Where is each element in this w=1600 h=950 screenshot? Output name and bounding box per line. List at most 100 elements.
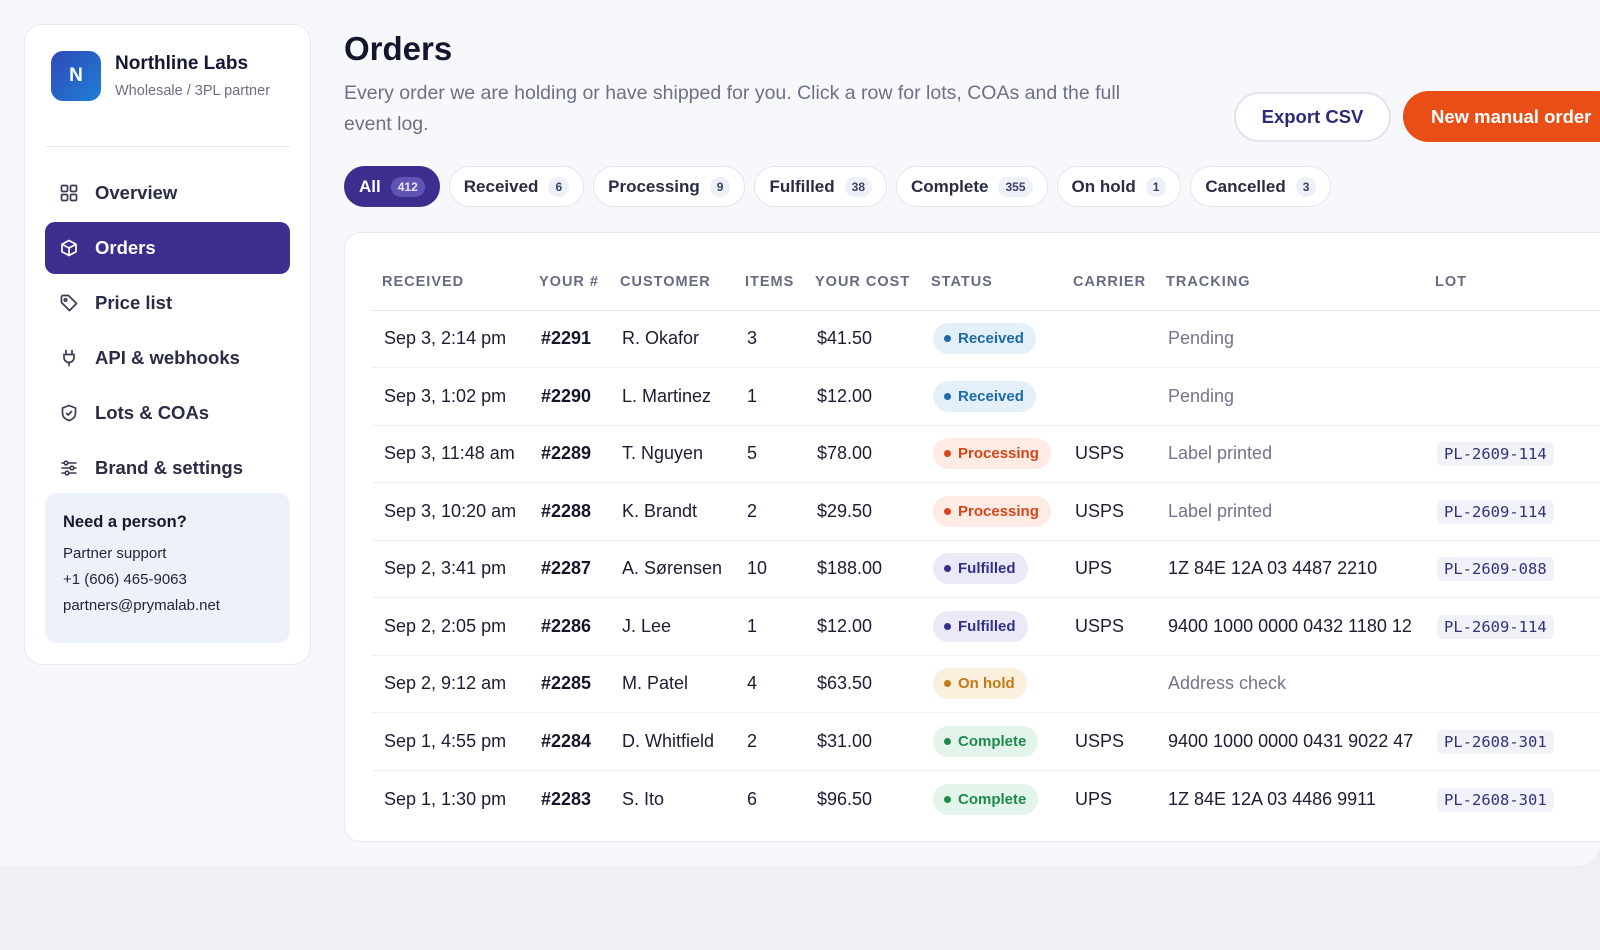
filter-chip-fulfilled[interactable]: Fulfilled 38 xyxy=(754,166,887,207)
cell-order-number: #2291 xyxy=(529,310,610,368)
status-dot-icon xyxy=(944,335,951,343)
table-row[interactable]: Sep 3, 2:14 pm #2291 R. Okafor 3 $41.50 Recei… xyxy=(372,310,1600,368)
brand-subtitle: Wholesale / 3PL partner xyxy=(115,83,271,99)
grid-icon xyxy=(59,183,79,203)
table-row[interactable]: Sep 1, 1:30 pm #2283 S. Ito 6 $96.50 Complete… xyxy=(372,770,1600,828)
cell-lot xyxy=(1425,655,1600,713)
table-row[interactable]: Sep 1, 4:55 pm #2284 D. Whitfield 2 $31.00 Co… xyxy=(372,712,1600,771)
cell-cost: $78.00 xyxy=(805,425,921,483)
filter-chip-cancelled[interactable]: Cancelled 3 xyxy=(1190,166,1332,207)
filter-chip-label: Cancelled xyxy=(1205,176,1286,196)
cell-order-number: #2288 xyxy=(529,482,610,541)
lot-code[interactable]: PL-2609-088 xyxy=(1437,557,1554,582)
cell-tracking: 1Z 84E 12A 03 4486 9911 xyxy=(1168,788,1376,809)
cell-received: Sep 2, 3:41 pm xyxy=(372,540,529,598)
column-header-carrier[interactable]: CARRIER xyxy=(1063,254,1156,311)
status-badge: Received xyxy=(933,323,1036,355)
column-header-your-number[interactable]: YOUR # xyxy=(529,254,610,311)
cell-received: Sep 3, 10:20 am xyxy=(372,482,529,541)
cell-cost: $63.50 xyxy=(805,655,921,713)
cell-cost: $188.00 xyxy=(805,540,921,598)
table-row[interactable]: Sep 2, 2:05 pm #2286 J. Lee 1 $12.00 Fulfille… xyxy=(372,597,1600,656)
lot-code[interactable]: PL-2609-114 xyxy=(1437,442,1554,467)
status-dot-icon xyxy=(944,622,951,630)
cell-lot: PL-2609-088 xyxy=(1425,540,1600,598)
cell-status: Received xyxy=(921,367,1063,426)
column-header-customer[interactable]: CUSTOMER xyxy=(610,254,735,311)
cell-carrier: USPS xyxy=(1063,482,1156,541)
filter-chip-label: All xyxy=(359,176,381,196)
new-manual-order-button[interactable]: New manual order xyxy=(1403,91,1600,142)
sidebar-item-api[interactable]: API & webhooks xyxy=(45,332,290,384)
filter-chip-count: 9 xyxy=(709,176,731,197)
cell-status: Complete xyxy=(921,770,1063,828)
column-header-tracking[interactable]: TRACKING xyxy=(1156,254,1425,311)
cell-lot xyxy=(1425,367,1600,426)
cell-order-number: #2285 xyxy=(529,655,610,713)
status-label: Complete xyxy=(958,790,1027,808)
sidebar-item-brand-settings[interactable]: Brand & settings xyxy=(45,442,290,494)
column-header-items[interactable]: ITEMS xyxy=(735,254,805,311)
help-label: Partner support xyxy=(63,545,167,562)
cell-customer: K. Brandt xyxy=(610,482,735,541)
sidebar-item-label: Overview xyxy=(95,182,178,203)
sidebar-item-lots[interactable]: Lots & COAs xyxy=(45,387,290,439)
sidebar-item-label: Price list xyxy=(95,292,173,313)
status-label: Fulfilled xyxy=(958,617,1016,635)
cell-customer: J. Lee xyxy=(610,597,735,656)
table-row[interactable]: Sep 3, 11:48 am #2289 T. Nguyen 5 $78.00 Proc… xyxy=(372,425,1600,483)
column-header-cost[interactable]: YOUR COST xyxy=(805,254,921,311)
table-row[interactable]: Sep 3, 1:02 pm #2290 L. Martinez 1 $12.00 Rec… xyxy=(372,367,1600,426)
cell-status: Fulfilled xyxy=(921,540,1063,598)
cell-customer: M. Patel xyxy=(610,655,735,713)
sidebar-divider xyxy=(45,146,290,147)
sliders-icon xyxy=(59,458,79,478)
filter-chip-label: Fulfilled xyxy=(769,176,835,196)
status-badge: Fulfilled xyxy=(933,553,1028,585)
help-email[interactable]: partners@prymalab.net xyxy=(63,597,220,614)
column-header-received[interactable]: RECEIVED xyxy=(372,254,529,311)
cell-items: 1 xyxy=(735,367,805,426)
filter-chip-on-hold[interactable]: On hold 1 xyxy=(1056,166,1182,207)
lot-code[interactable]: PL-2609-114 xyxy=(1437,499,1554,524)
sidebar-item-price-list[interactable]: Price list xyxy=(45,277,290,329)
filter-chip-complete[interactable]: Complete 355 xyxy=(896,166,1048,207)
help-phone[interactable]: +1 (606) 465-9063 xyxy=(63,571,187,588)
cell-customer: D. Whitfield xyxy=(610,712,735,771)
cell-cost: $12.00 xyxy=(805,597,921,656)
status-dot-icon xyxy=(944,795,951,803)
cell-items: 1 xyxy=(735,597,805,656)
cell-tracking: 9400 1000 0000 0431 9022 47 xyxy=(1156,712,1425,771)
shield-check-icon xyxy=(59,403,79,423)
sidebar-item-label: Brand & settings xyxy=(95,457,244,478)
help-card: Need a person? Partner support +1 (606) … xyxy=(45,493,290,643)
export-csv-button[interactable]: Export CSV xyxy=(1234,92,1391,142)
filter-chip-count: 3 xyxy=(1295,176,1317,197)
filter-chip-all[interactable]: All 412 xyxy=(344,166,440,207)
cell-received: Sep 2, 9:12 am xyxy=(372,655,529,713)
filter-chip-count: 355 xyxy=(998,176,1033,197)
filter-chip-processing[interactable]: Processing 9 xyxy=(593,166,746,207)
filter-chip-received[interactable]: Received 6 xyxy=(448,166,585,207)
cell-order-number: #2284 xyxy=(529,712,610,771)
column-header-lot[interactable]: LOT xyxy=(1425,254,1600,311)
cell-items: 10 xyxy=(735,540,805,598)
lot-code[interactable]: PL-2608-301 xyxy=(1437,729,1554,754)
cell-received: Sep 2, 2:05 pm xyxy=(372,597,529,656)
cell-lot: PL-2608-301 xyxy=(1425,712,1600,771)
sidebar-nav: Overview Orders Price list API & webhook… xyxy=(45,167,290,497)
cell-items: 2 xyxy=(735,482,805,541)
cell-status: Processing xyxy=(921,482,1063,541)
sidebar-item-orders[interactable]: Orders xyxy=(45,222,290,274)
cell-status: Processing xyxy=(921,425,1063,483)
sidebar-item-overview[interactable]: Overview xyxy=(45,167,290,219)
column-header-status[interactable]: STATUS xyxy=(921,254,1063,311)
page-subtitle: Every order we are holding or have shipp… xyxy=(344,82,1121,135)
status-badge: Processing xyxy=(933,438,1051,470)
cell-customer: L. Martinez xyxy=(610,367,735,426)
lot-code[interactable]: PL-2609-114 xyxy=(1437,614,1554,639)
table-row[interactable]: Sep 2, 9:12 am #2285 M. Patel 4 $63.50 On hol… xyxy=(372,655,1600,713)
table-row[interactable]: Sep 2, 3:41 pm #2287 A. Sørensen 10 $188.00 F… xyxy=(372,540,1600,598)
table-row[interactable]: Sep 3, 10:20 am #2288 K. Brandt 2 $29.50 Proc… xyxy=(372,482,1600,541)
lot-code[interactable]: PL-2608-301 xyxy=(1437,787,1554,812)
